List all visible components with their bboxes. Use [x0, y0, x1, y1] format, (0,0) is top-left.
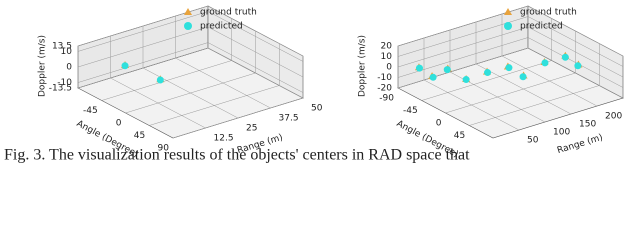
point: [121, 62, 129, 70]
grid-line: [77, 26, 209, 68]
point: [519, 73, 527, 81]
z-tick-label: -13.5: [49, 84, 72, 94]
x-tick-label: 50: [311, 104, 323, 114]
grid-line: [207, 11, 304, 62]
grid-line: [527, 26, 624, 78]
grid-line: [125, 72, 256, 114]
legend-label: predicted: [200, 22, 243, 32]
grid-line: [527, 47, 624, 99]
grid-line: [397, 47, 529, 89]
legend-label: ground truth: [200, 8, 257, 18]
x-tick-label: 25: [246, 124, 257, 134]
x-tick-label: 150: [579, 120, 596, 130]
y-tick-label: 0: [116, 119, 122, 129]
grid-line: [77, 11, 209, 52]
grid-line: [527, 37, 624, 88]
point: [156, 76, 164, 84]
grid-line: [421, 60, 552, 101]
x-tick-label: 37.5: [279, 114, 299, 124]
z-tick-label: 20: [381, 42, 393, 52]
point: [561, 53, 569, 61]
x-tick-label: 100: [553, 128, 570, 138]
point: [462, 76, 470, 84]
z-tick-label: 10: [381, 52, 393, 62]
y-tick-label: 0: [436, 119, 442, 129]
point: [443, 66, 451, 74]
grid-line: [207, 42, 304, 93]
grid-line: [207, 5, 304, 57]
grid-line: [469, 85, 600, 126]
point: [415, 64, 423, 72]
grid-line: [207, 26, 304, 78]
point: [574, 62, 582, 70]
z-tick-label: 10: [61, 47, 73, 57]
grid-line: [527, 5, 624, 57]
grid-line: [77, 42, 209, 83]
grid-line: [101, 60, 232, 101]
z-axis-label: Doppler (m/s): [358, 35, 368, 97]
grid-line: [397, 26, 529, 68]
grid-line: [172, 97, 304, 139]
point: [505, 64, 513, 72]
point: [484, 69, 492, 77]
y-tick-label: -45: [83, 106, 98, 116]
z-tick-label: 13.5: [52, 42, 72, 52]
legend-marker: [504, 22, 512, 30]
x-tick-label: 50: [527, 136, 539, 146]
x-tick-label: 12.5: [214, 134, 234, 144]
y-tick-label: 90: [158, 144, 170, 154]
legend-marker: [184, 22, 192, 30]
legend-marker: [184, 8, 192, 15]
y-tick-label: 45: [134, 131, 145, 141]
figure: Fig. 3. The visualization results of the…: [4, 5, 624, 164]
grid-line: [77, 47, 209, 89]
grid-line: [445, 72, 576, 114]
z-tick-label: -10: [377, 73, 392, 83]
z-axis-label: Doppler (m/s): [38, 35, 48, 97]
z-tick-label: -20: [377, 84, 392, 94]
z-tick-label: 0: [66, 63, 72, 73]
legend-label: predicted: [520, 22, 563, 32]
y-tick-label: -90: [379, 94, 394, 104]
y-tick-label: -45: [403, 106, 418, 116]
y-tick-label: 45: [454, 131, 465, 141]
legend-label: ground truth: [520, 8, 577, 18]
grid-line: [527, 16, 624, 67]
z-tick-label: 0: [386, 63, 392, 73]
legend-marker: [504, 8, 512, 15]
caption: Fig. 3. The visualization results of the…: [4, 147, 470, 164]
grid-line: [207, 47, 304, 99]
point: [429, 73, 437, 81]
grid-line: [149, 85, 280, 126]
x-tick-label: 200: [605, 112, 622, 122]
point: [541, 59, 549, 67]
plot-3d: 12.52537.550-4504590-13.5-1001013.5Range…: [38, 5, 323, 160]
z-tick-label: -10: [57, 78, 72, 88]
